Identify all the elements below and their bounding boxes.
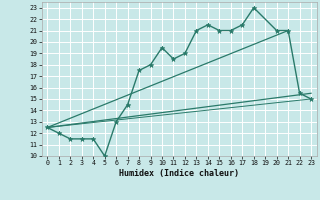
- X-axis label: Humidex (Indice chaleur): Humidex (Indice chaleur): [119, 169, 239, 178]
